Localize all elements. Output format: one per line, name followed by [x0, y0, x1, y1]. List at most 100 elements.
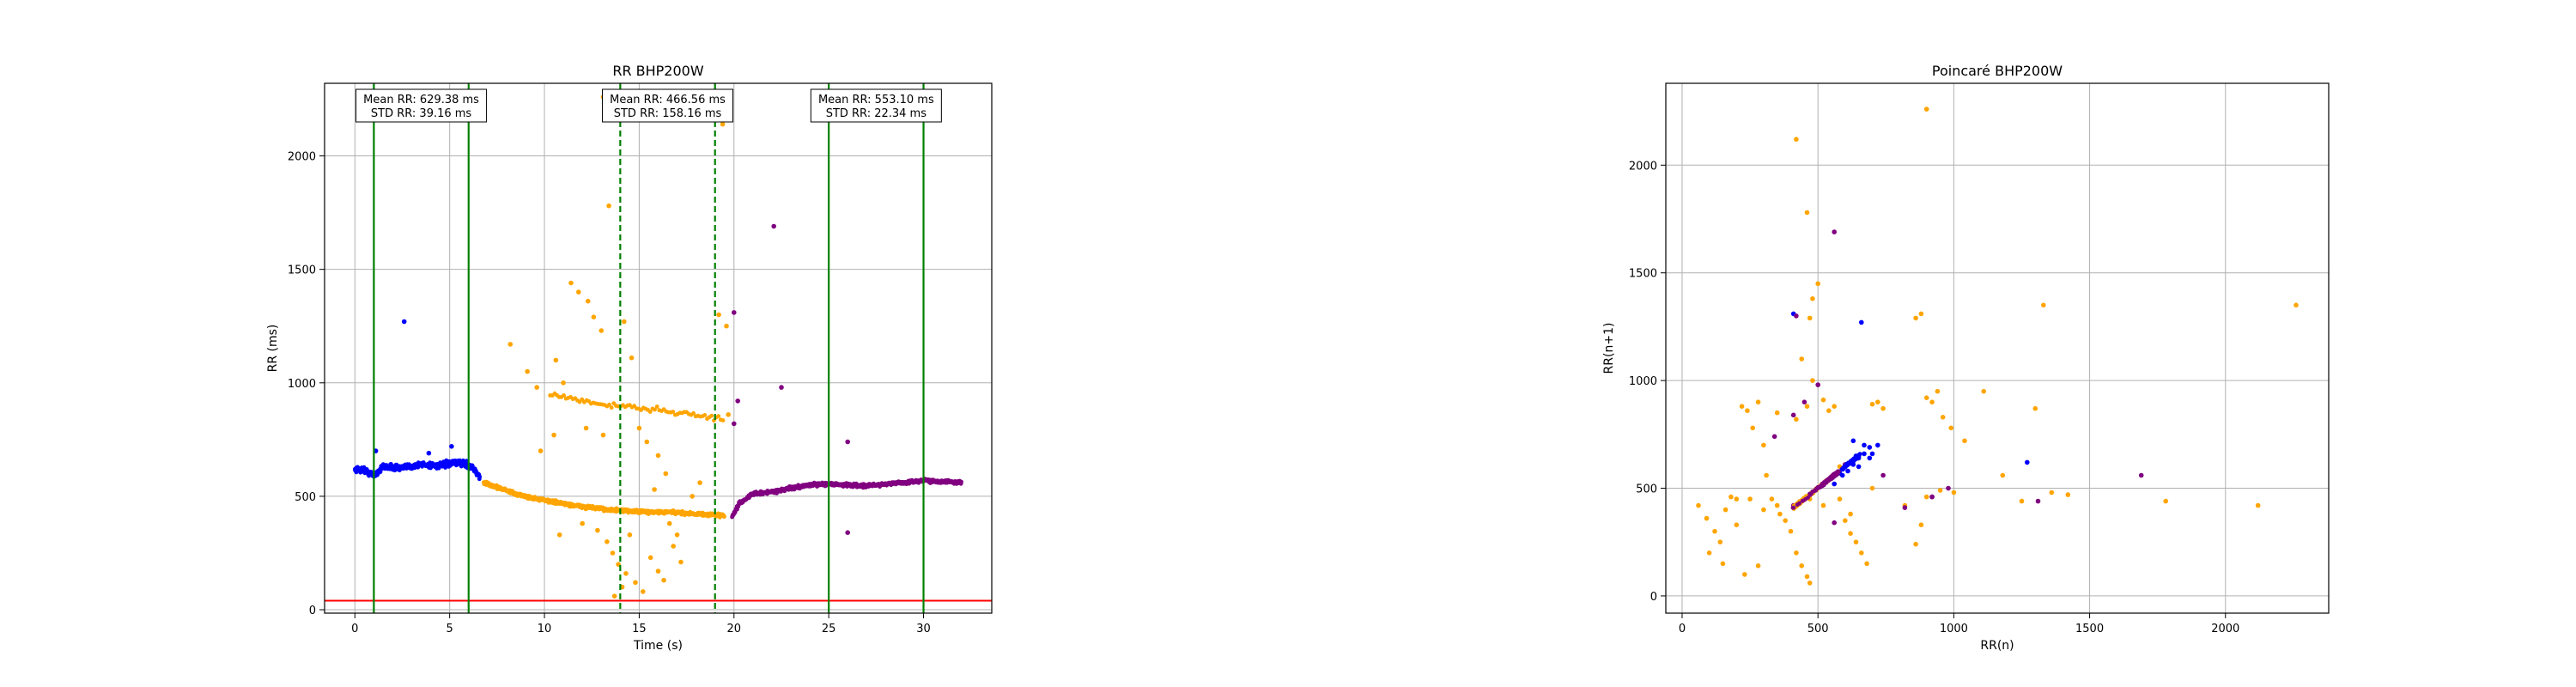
poincare-point [1832, 481, 1837, 487]
poincare-point [1706, 550, 1712, 556]
poincare-point [1794, 416, 1799, 423]
rr-point [562, 393, 566, 398]
poincare-point [1814, 487, 1819, 492]
rr-mean-label: Mean RR: 553.10 ms [818, 94, 934, 106]
poincare-point [1832, 229, 1837, 234]
poincare-point [2255, 502, 2261, 508]
rr-outlier-point [401, 319, 407, 325]
poincare-x-tick-label: 1500 [2075, 623, 2104, 635]
rr-x-tick-label: 20 [727, 623, 742, 635]
rr-outlier-point [697, 480, 702, 485]
poincare-point [1880, 405, 1886, 411]
rr-mean-label: Mean RR: 466.56 ms [610, 94, 726, 106]
poincare-point [1761, 507, 1766, 513]
rr-outlier-point [671, 544, 676, 549]
poincare-point [2293, 302, 2299, 308]
poincare-point [2019, 498, 2025, 504]
poincare-point [2041, 302, 2046, 308]
poincare-point [1764, 472, 1769, 478]
poincare-point [1875, 399, 1880, 405]
poincare-y-tick-label: 1500 [1629, 268, 1657, 281]
poincare-point [1799, 356, 1804, 362]
rr-point [464, 459, 469, 464]
rr-outlier-point [644, 439, 650, 445]
poincare-point [1862, 442, 1867, 448]
rr-outlier-point [586, 298, 591, 304]
poincare-y-tick-label: 1000 [1629, 375, 1657, 388]
poincare-x-tick-label: 500 [1807, 623, 1829, 635]
rr-stats-box [602, 88, 734, 123]
rr-x-tick-label: 0 [351, 623, 358, 635]
rr-outlier-point [610, 550, 616, 556]
rr-reference-lines [325, 83, 992, 613]
rr-outlier-point [779, 385, 784, 390]
rr-grid [325, 83, 992, 613]
rr-outlier-point [507, 342, 513, 347]
poincare-point [1791, 505, 1796, 510]
rr-outlier-point [598, 328, 605, 333]
poincare-point [1755, 399, 1761, 405]
rr-outlier-point [845, 439, 850, 445]
poincare-point [1843, 518, 1848, 523]
rr-outlier-point [732, 421, 737, 427]
rr-x-tick-label: 25 [822, 623, 836, 635]
rr-outlier-point [627, 532, 633, 538]
rr-outlier-point [561, 380, 566, 386]
rr-outlier-point [845, 530, 850, 535]
rr-point [654, 404, 659, 409]
poincare-point [1734, 496, 1740, 502]
rr-outlier-point [622, 319, 627, 325]
rr-x-tick-label: 15 [632, 623, 647, 635]
rr-outlier-point [633, 580, 638, 586]
rr-outlier-point [534, 385, 539, 390]
poincare-point [1820, 397, 1826, 403]
rr-outlier-point [600, 432, 606, 438]
rr-outlier-point [595, 527, 600, 533]
rr-point [647, 410, 653, 414]
poincare-point [1837, 496, 1843, 502]
poincare-point [1722, 507, 1728, 513]
poincare-point [1742, 572, 1747, 577]
poincare-point [1712, 528, 1717, 534]
poincare-point [1810, 378, 1815, 383]
rr-stats-box [355, 88, 488, 123]
poincare-point [1875, 442, 1880, 448]
rr-outlier-point [629, 355, 635, 361]
poincare-point [2000, 472, 2006, 478]
poincare-point [1832, 404, 1837, 410]
rr-point [607, 402, 611, 407]
rr-outlier-point [538, 448, 544, 453]
poincare-point [1918, 522, 1924, 527]
poincare-x-tick-label: 1000 [1940, 623, 1968, 635]
rr-outlier-point [611, 593, 617, 599]
poincare-point [1951, 489, 1957, 495]
poincare-point [1797, 501, 1801, 506]
poincare-point [1774, 410, 1780, 416]
poincare-point [1794, 137, 1799, 142]
poincare-point [1844, 461, 1849, 466]
poincare-point [1815, 382, 1820, 387]
poincare-point [1859, 319, 1864, 325]
poincare-point [1807, 581, 1813, 586]
rr-y-tick-label: 1500 [288, 264, 316, 277]
poincare-point [1851, 456, 1856, 461]
poincare-point [1962, 438, 1967, 444]
poincare-point [1859, 550, 1864, 556]
poincare-point [1913, 315, 1918, 321]
poincare-point [1832, 520, 1837, 526]
poincare-point [1804, 210, 1810, 216]
poincare-x-tick-label: 2000 [2211, 623, 2239, 635]
rr-outlier-point [724, 323, 729, 329]
poincare-point [1880, 472, 1886, 478]
poincare-point [1923, 106, 1929, 112]
poincare-point [1771, 434, 1777, 440]
poincare-ticks: 0 500 1000 1500 2000 0 500 1000 1500 2000 [1629, 160, 2239, 635]
poincare-y-tick-label: 2000 [1629, 160, 1657, 173]
poincare-point [1856, 464, 1862, 470]
poincare-point [1750, 425, 1755, 431]
poincare-point [1747, 496, 1753, 502]
rr-stats-box [810, 88, 942, 123]
